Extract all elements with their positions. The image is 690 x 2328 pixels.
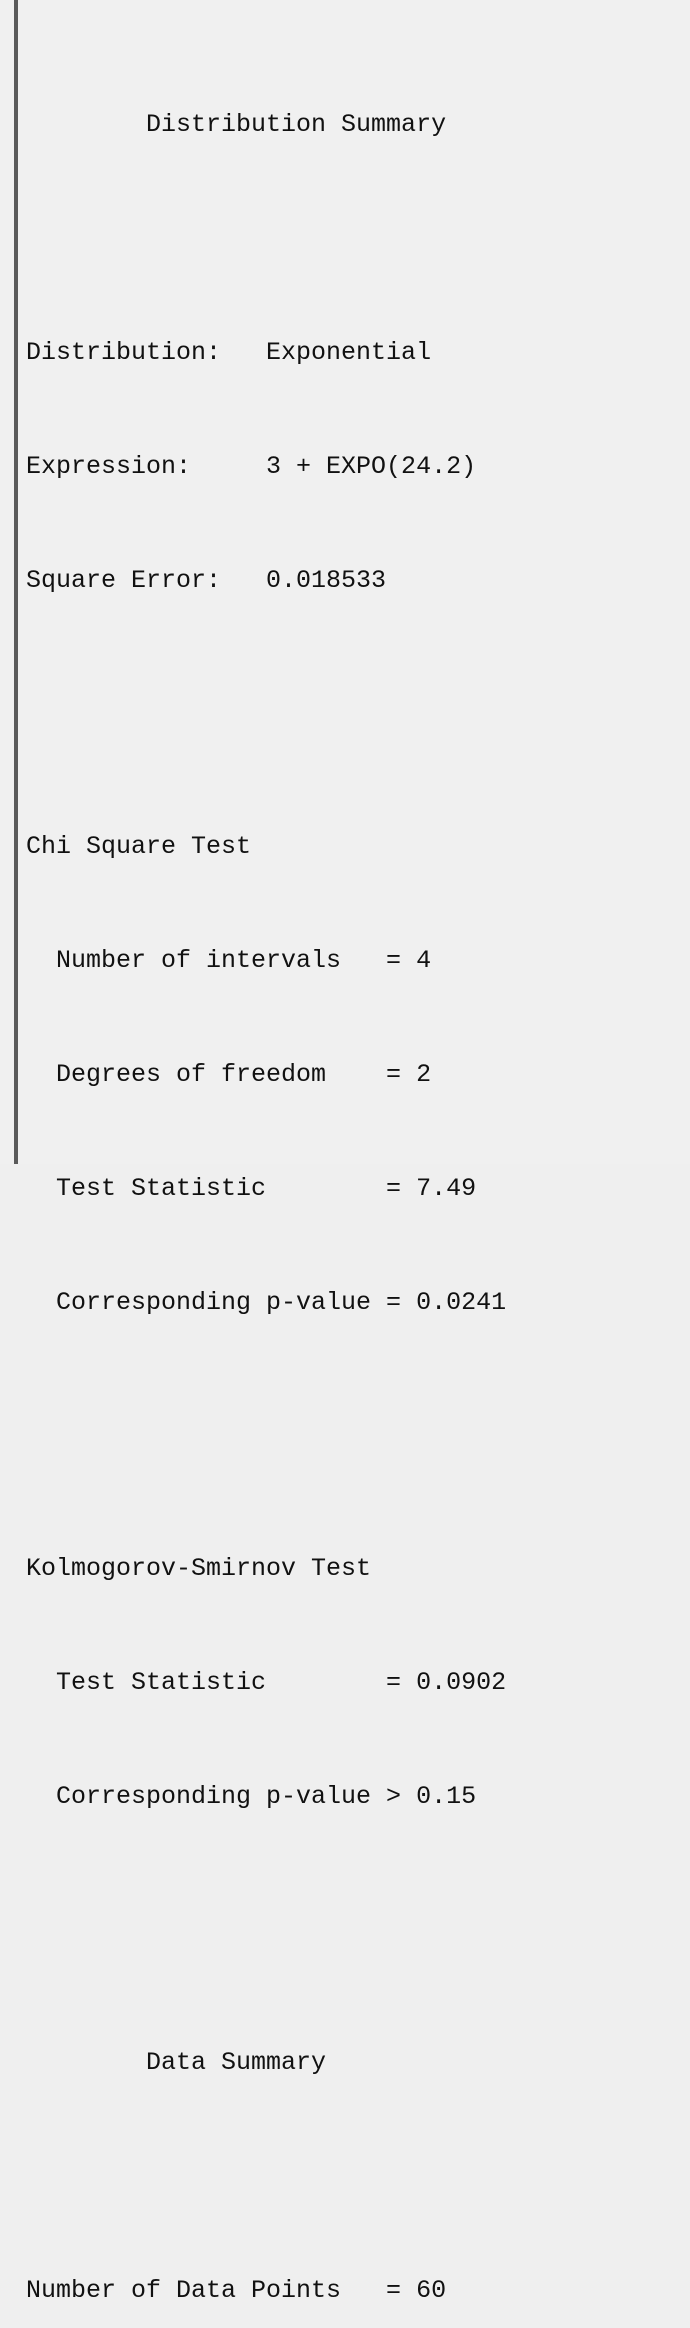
data-summary-heading: Data Summary — [26, 2048, 327, 2077]
chi-number-of-intervals-line: Number of intervals = 4 — [26, 946, 432, 975]
square-error-line: Square Error: 0.018533 — [26, 566, 387, 595]
ks-test-statistic-line: Test Statistic = 0.0902 — [26, 1668, 507, 1697]
panel-left-border — [14, 0, 18, 1164]
ks-test-heading: Kolmogorov-Smirnov Test — [26, 1554, 372, 1583]
distribution-summary-panel: Distribution Summary Distribution: Expon… — [14, 0, 507, 2305]
distribution-summary-heading: Distribution Summary — [26, 110, 447, 139]
chi-degrees-of-freedom-line: Degrees of freedom = 2 — [26, 1060, 432, 1089]
distribution-line: Distribution: Exponential — [26, 338, 432, 367]
spacer — [26, 1398, 521, 1436]
number-of-data-points-line: Number of Data Points = 60 — [26, 2276, 447, 2305]
spacer — [26, 676, 521, 714]
chi-p-value-line: Corresponding p-value = 0.0241 — [26, 1288, 507, 1317]
spacer — [26, 1892, 521, 1930]
spacer — [26, 220, 521, 258]
expression-line: Expression: 3 + EXPO(24.2) — [26, 452, 477, 481]
summary-report: Distribution Summary Distribution: Expon… — [26, 30, 521, 2328]
ks-p-value-line: Corresponding p-value > 0.15 — [26, 1782, 477, 1811]
chi-test-statistic-line: Test Statistic = 7.49 — [26, 1174, 477, 1203]
chi-square-test-heading: Chi Square Test — [26, 832, 252, 861]
spacer — [26, 2158, 521, 2196]
